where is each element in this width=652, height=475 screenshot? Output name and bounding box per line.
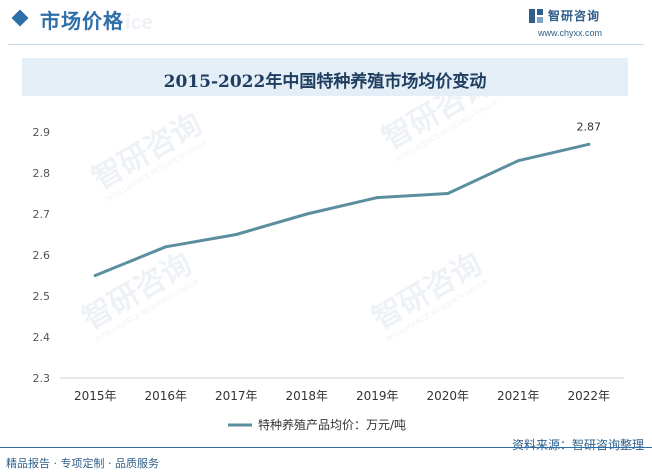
chart-legend: 特种养殖产品均价：万元/吨 <box>228 417 406 432</box>
y-tick-label: 2.7 <box>33 208 51 221</box>
footer-divider <box>0 447 652 448</box>
footer-tagline: 精品报告 · 专项定制 · 品质服务 <box>6 457 159 470</box>
y-tick-label: 2.8 <box>33 167 51 180</box>
section-title-ghost: Price <box>104 12 153 34</box>
chart-title-box: 2015-2022年中国特种养殖市场均价变动 <box>22 58 628 96</box>
data-point <box>446 192 450 195</box>
section-title: 市场价格 <box>40 9 124 33</box>
x-tick-label: 2016年 <box>144 389 187 403</box>
page-header: Price 市场价格 智研咨询 www.chyxx.com <box>0 0 652 46</box>
data-point <box>516 159 520 163</box>
data-point <box>305 212 309 216</box>
header-divider <box>8 44 644 45</box>
x-tick-label: 2021年 <box>497 389 540 403</box>
y-tick-label: 2.5 <box>33 290 51 303</box>
y-tick-label: 2.4 <box>33 331 51 344</box>
logo-mark-icon <box>529 9 543 23</box>
series-line <box>93 142 591 277</box>
y-tick-label: 2.9 <box>33 126 51 139</box>
x-tick-label: 2022年 <box>567 389 610 403</box>
legend-label: 特种养殖产品均价：万元/吨 <box>258 417 406 432</box>
source-note: 资料来源：智研咨询整理 <box>511 438 644 452</box>
chart-title: 2015-2022年中国特种养殖市场均价变动 <box>163 72 487 92</box>
data-point <box>234 233 238 236</box>
data-point <box>93 274 97 277</box>
x-axis-ticks: 2015年 2016年 2017年 2018年 2019年 2020年 2021年 2022年 <box>74 389 610 403</box>
data-point <box>375 196 379 200</box>
y-tick-label: 2.6 <box>33 249 51 262</box>
y-tick-label: 2.3 <box>33 372 51 385</box>
logo-name: 智研咨询 <box>548 9 601 23</box>
x-tick-label: 2017年 <box>215 389 258 403</box>
y-axis-ticks: 2.3 2.4 2.5 2.6 2.7 2.8 2.9 <box>33 126 51 385</box>
series-points <box>93 142 591 277</box>
logo-url: www.chyxx.com <box>538 28 603 38</box>
data-labels: 2.87 <box>577 120 602 133</box>
data-point <box>587 142 591 146</box>
x-tick-label: 2020年 <box>426 389 469 403</box>
data-label: 2.87 <box>577 120 602 133</box>
x-tick-label: 2015年 <box>74 389 117 403</box>
data-point <box>164 245 168 249</box>
brand-logo: 智研咨询 www.chyxx.com <box>528 6 638 42</box>
x-tick-label: 2019年 <box>356 389 399 403</box>
x-tick-label: 2018年 <box>285 389 328 403</box>
